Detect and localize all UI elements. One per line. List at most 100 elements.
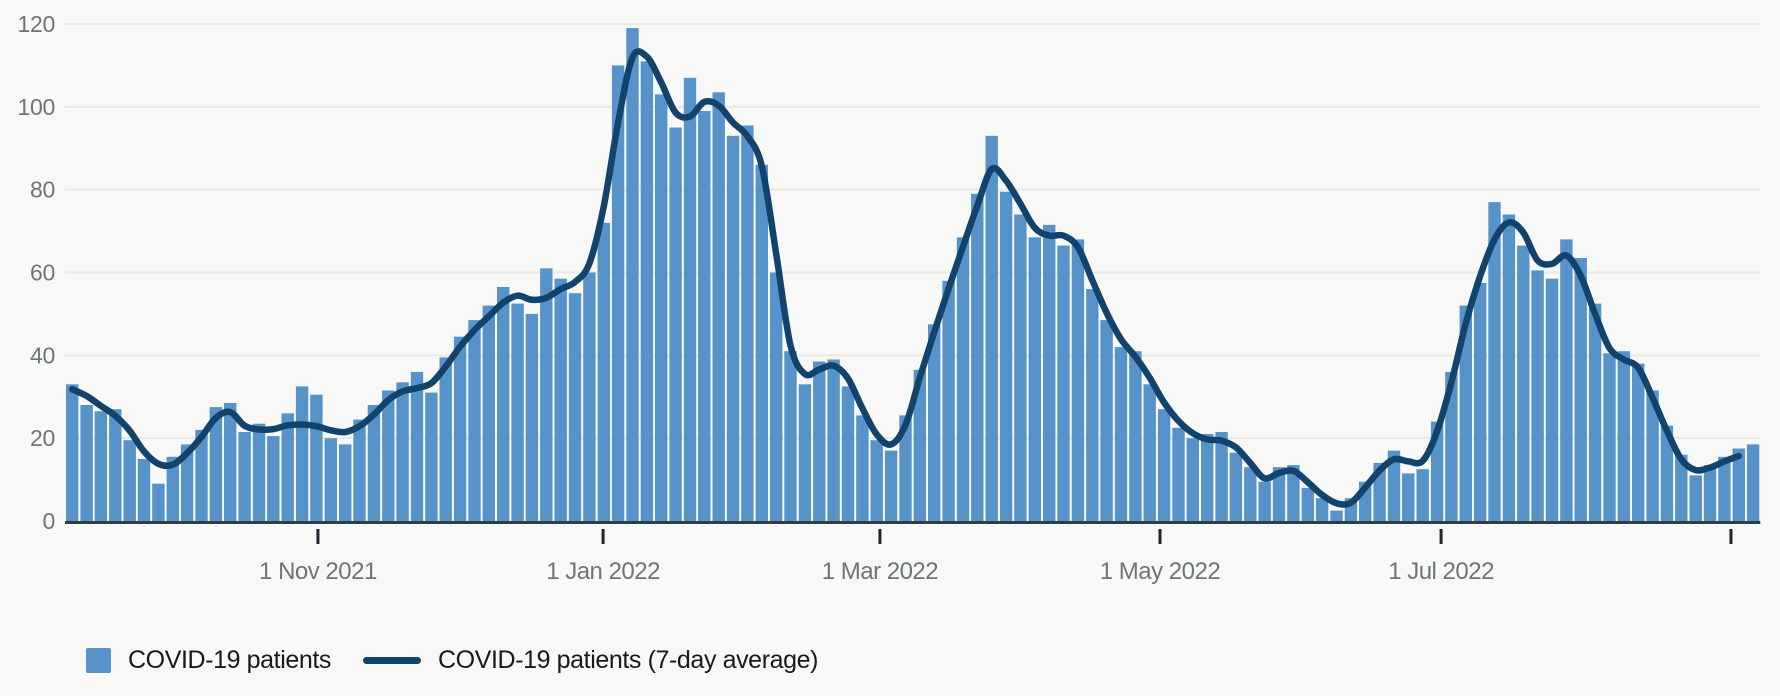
daily-patients-bar xyxy=(770,272,783,521)
daily-patients-bar xyxy=(1071,239,1085,521)
x-axis-tick-label: 1 Nov 2021 xyxy=(259,558,377,585)
daily-patients-bar xyxy=(1186,438,1199,521)
daily-patients-bar xyxy=(1660,425,1674,521)
daily-patients-bar xyxy=(913,369,926,521)
daily-patients-bar xyxy=(899,415,912,521)
daily-patients-bar xyxy=(367,405,381,521)
daily-patients-bar xyxy=(1445,371,1458,521)
daily-patients-bar xyxy=(568,293,582,521)
daily-patients-bar xyxy=(1315,498,1329,521)
y-axis-tick-label: 0 xyxy=(43,508,56,534)
daily-patients-bar xyxy=(1215,432,1228,521)
daily-patients-bar xyxy=(1718,456,1731,521)
daily-patients-bar xyxy=(281,413,294,521)
daily-patients-bar xyxy=(755,164,768,522)
daily-patients-bar xyxy=(1746,444,1760,521)
daily-patients-bar xyxy=(1229,452,1243,521)
daily-patients-bar xyxy=(1502,214,1516,521)
daily-patients-bar xyxy=(1416,469,1429,521)
daily-patients-bar xyxy=(1287,465,1300,521)
x-axis-tick-label: 1 Jan 2022 xyxy=(546,558,660,585)
daily-patients-bar xyxy=(999,191,1013,521)
daily-patients-bar xyxy=(123,440,136,521)
daily-patients-bar xyxy=(238,432,251,521)
daily-patients-bar xyxy=(583,272,596,521)
daily-patients-bar xyxy=(166,456,179,521)
daily-patients-bar xyxy=(1301,487,1314,521)
daily-patients-bar xyxy=(1545,278,1559,521)
daily-patients-bar xyxy=(353,419,366,521)
legend-label-average: COVID-19 patients (7-day average) xyxy=(438,646,819,674)
daily-patients-bar xyxy=(1244,467,1257,521)
daily-patients-bar xyxy=(841,386,855,521)
daily-patients-bar xyxy=(726,135,740,522)
y-axis-tick-label: 60 xyxy=(30,260,55,286)
daily-patients-bar xyxy=(1459,305,1472,521)
daily-patients-bar xyxy=(1531,270,1544,521)
daily-patients-bar xyxy=(971,193,984,522)
daily-patients-bar xyxy=(1157,409,1171,521)
daily-patients-bar xyxy=(813,361,826,521)
daily-patients-bar xyxy=(655,94,668,522)
daily-patients-bar xyxy=(497,287,510,521)
daily-patients-bar xyxy=(683,77,697,522)
daily-patients-bar xyxy=(884,450,898,521)
daily-patients-bar xyxy=(1028,237,1041,522)
legend-item-average: COVID-19 patients (7-day average) xyxy=(363,646,818,675)
daily-patients-bar xyxy=(152,483,165,521)
daily-patients-bar xyxy=(1043,224,1056,521)
daily-patients-bar xyxy=(1574,258,1587,521)
daily-patients-bar xyxy=(94,411,108,521)
line-series-swatch-icon xyxy=(363,657,422,664)
daily-patients-bar xyxy=(1632,363,1645,521)
daily-patients-bar xyxy=(1474,282,1487,521)
daily-patients-bar xyxy=(1675,454,1688,521)
legend-label-patients: COVID-19 patients xyxy=(128,646,332,674)
daily-patients-bar xyxy=(1201,434,1214,521)
daily-patients-bar xyxy=(1646,390,1659,521)
daily-patients-bar xyxy=(137,458,151,521)
daily-patients-bar xyxy=(382,390,395,521)
daily-patients-bar xyxy=(1402,473,1415,521)
daily-patients-bar xyxy=(928,324,941,521)
y-axis-tick-label: 100 xyxy=(18,94,55,120)
daily-patients-bar xyxy=(1143,384,1156,521)
daily-patients-bar xyxy=(396,382,409,521)
daily-patients-bar xyxy=(1617,351,1630,521)
daily-patients-bar xyxy=(511,303,524,521)
daily-patients-bar xyxy=(1330,510,1343,521)
daily-patients-bar xyxy=(1172,427,1185,521)
legend-item-patients: COVID-19 patients xyxy=(86,646,331,675)
daily-patients-bar xyxy=(942,280,955,521)
daily-patients-bar xyxy=(252,423,266,521)
daily-patients-bar xyxy=(180,444,194,521)
chart-legend: COVID-19 patients COVID-19 patients (7-d… xyxy=(86,646,818,675)
daily-patients-bar xyxy=(1689,475,1702,521)
x-axis-tick-label: 1 Mar 2022 xyxy=(822,558,939,585)
daily-patients-bar xyxy=(109,409,122,521)
daily-patients-bar xyxy=(425,392,438,521)
daily-patients-bar xyxy=(1488,202,1501,521)
y-axis-tick-label: 40 xyxy=(30,342,55,368)
daily-patients-bar xyxy=(956,237,970,522)
daily-patients-bar xyxy=(267,436,280,521)
daily-patients-bar xyxy=(741,125,754,521)
daily-patients-bar xyxy=(295,386,309,521)
daily-patients-bar xyxy=(66,384,79,521)
daily-patients-bar xyxy=(224,403,237,521)
daily-patients-bar xyxy=(1114,347,1128,521)
daily-patients-bar xyxy=(1517,245,1530,521)
daily-patients-bar xyxy=(453,336,467,521)
daily-patients-bar xyxy=(525,313,539,521)
daily-patients-bar xyxy=(482,305,495,521)
daily-patients-bar xyxy=(1100,320,1113,521)
daily-patients-bar xyxy=(439,357,452,521)
daily-patients-bar xyxy=(80,405,93,521)
daily-patients-bar xyxy=(1086,289,1099,521)
daily-patients-bar xyxy=(339,444,352,521)
bar-series-swatch-icon xyxy=(86,648,111,673)
x-axis-tick-label: 1 May 2022 xyxy=(1100,558,1221,585)
daily-patients-bar xyxy=(870,440,883,521)
